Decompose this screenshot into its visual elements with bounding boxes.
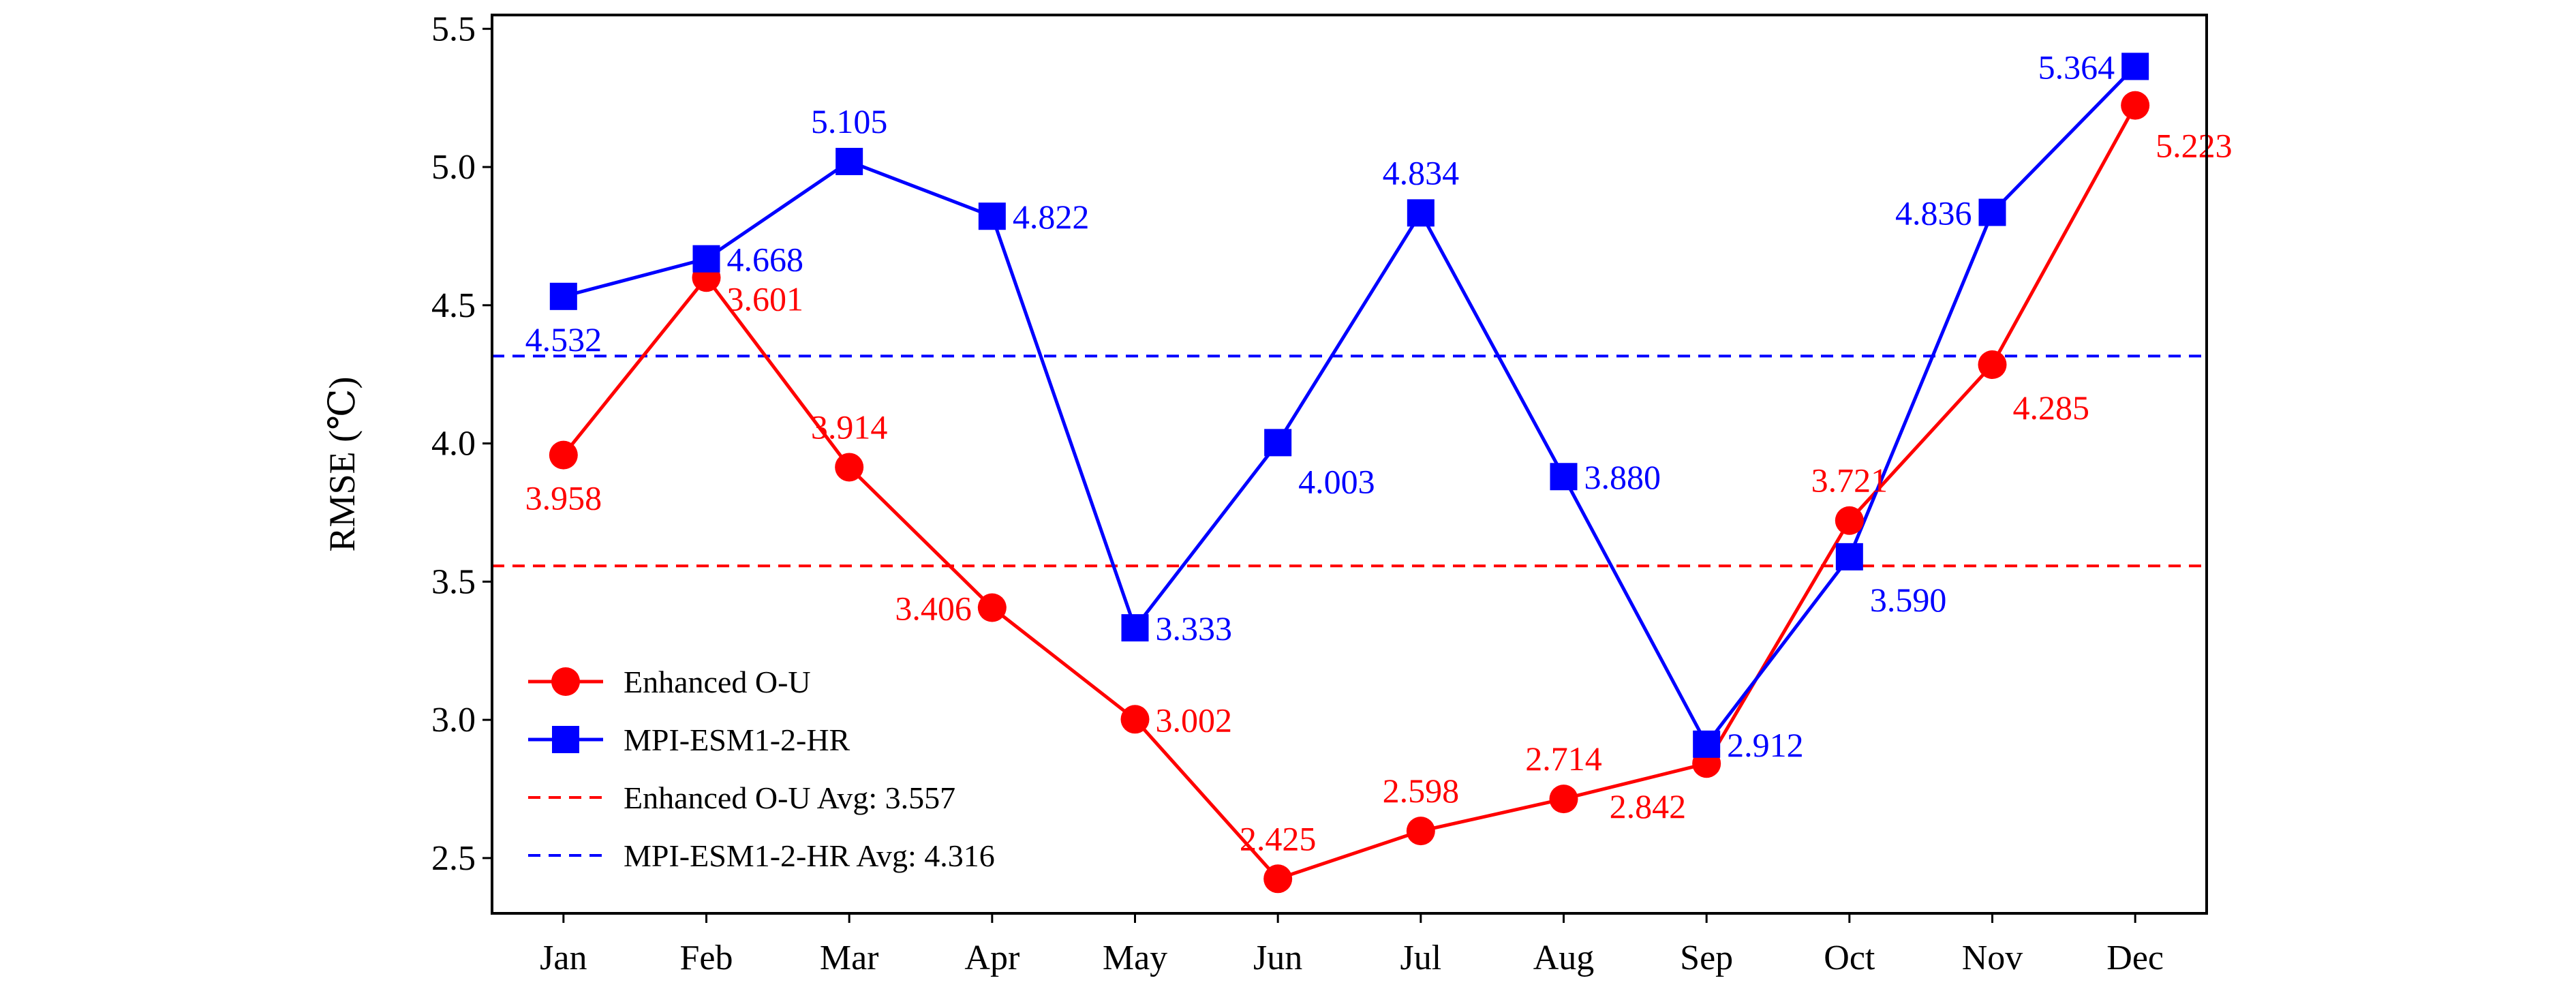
- series-markers: [549, 52, 2150, 894]
- legend-marker-circle: [551, 667, 580, 696]
- data-label-mpi-jan: 4.532: [525, 320, 602, 359]
- data-label-mpi-dec: 5.364: [2038, 48, 2115, 86]
- y-tick-label: 2.5: [431, 839, 476, 878]
- data-label-mpi-may: 3.333: [1156, 609, 1233, 648]
- plot-area-frame: [491, 14, 2208, 915]
- data-label-enhanced-aug: 2.714: [1525, 740, 1602, 778]
- x-tick-label-oct: Oct: [1824, 939, 1875, 977]
- data-label-mpi-nov: 4.836: [1895, 194, 1972, 232]
- marker-square-jun: [1264, 429, 1292, 457]
- marker-circle-may: [1120, 705, 1150, 734]
- x-tick-label-mar: Mar: [820, 939, 879, 977]
- x-tick-label-sep: Sep: [1680, 939, 1733, 977]
- legend: Enhanced O-U MPI-ESM1-2-HR Enhanced O-U Av…: [528, 665, 995, 873]
- data-label-mpi-sep: 2.912: [1727, 726, 1804, 764]
- x-tick-label-may: May: [1103, 939, 1167, 977]
- y-tick-label: 4.0: [431, 425, 476, 463]
- marker-square-jan: [549, 282, 577, 310]
- marker-circle-jul: [1406, 817, 1435, 846]
- y-tick-label: 5.0: [431, 148, 476, 187]
- data-label-mpi-jul: 4.834: [1383, 153, 1460, 192]
- data-label-mpi-aug: 3.880: [1584, 458, 1661, 496]
- data-label-enhanced-jun: 2.425: [1240, 819, 1317, 857]
- data-label-enhanced-mar: 3.914: [811, 408, 888, 446]
- marker-circle-oct: [1835, 506, 1864, 535]
- marker-circle-mar: [835, 453, 864, 482]
- marker-square-nov: [1978, 198, 2006, 226]
- marker-circle-apr: [977, 593, 1007, 622]
- y-axis: 2.5 3.0 3.5 4.0 4.5 5.0 5.5: [431, 10, 492, 878]
- x-tick-label-feb: Feb: [680, 939, 733, 977]
- data-label-enhanced-apr: 3.406: [895, 589, 972, 627]
- series-line-0: [562, 104, 2137, 881]
- marker-circle-jan: [549, 440, 578, 470]
- marker-square-jul: [1407, 199, 1435, 227]
- x-tick-label-aug: Aug: [1533, 939, 1595, 977]
- data-label-enhanced-may: 3.002: [1156, 701, 1233, 739]
- marker-circle-aug: [1549, 785, 1578, 814]
- data-label-mpi-mar: 5.105: [811, 102, 888, 140]
- x-tick-label-nov: Nov: [1962, 939, 2023, 977]
- data-label-mpi-oct: 3.590: [1870, 581, 1947, 619]
- legend-label-3: MPI-ESM1-2-HR Avg: 4.316: [624, 838, 995, 873]
- data-label-enhanced-dec: 5.223: [2156, 127, 2233, 165]
- data-label-enhanced-jul: 2.598: [1383, 772, 1460, 810]
- series-line-1: [563, 65, 2136, 748]
- series-lines: [562, 65, 2137, 881]
- marker-square-aug: [1550, 463, 1578, 491]
- legend-label-2: Enhanced O-U Avg: 3.557: [624, 780, 955, 815]
- data-label-mpi-feb: 4.668: [727, 241, 804, 279]
- x-axis: Jan Feb Mar Apr May Jun Jul Aug Sep Oct Nov Dec: [540, 913, 2164, 977]
- marker-square-may: [1121, 614, 1149, 642]
- data-label-enhanced-feb: 3.601: [727, 279, 804, 318]
- data-label-enhanced-nov: 4.285: [2013, 389, 2090, 427]
- y-tick-label: 3.5: [431, 562, 476, 601]
- x-tick-label-jun: Jun: [1253, 939, 1302, 977]
- legend-marker-square: [552, 726, 579, 753]
- y-tick-label: 3.0: [431, 701, 476, 740]
- marker-circle-dec: [2121, 91, 2150, 120]
- marker-square-mar: [835, 147, 863, 175]
- marker-square-oct: [1835, 543, 1863, 570]
- x-tick-label-dec: Dec: [2106, 939, 2164, 977]
- legend-label-0: Enhanced O-U: [624, 665, 811, 699]
- marker-circle-jun: [1263, 864, 1293, 894]
- data-label-mpi-jun: 4.003: [1298, 462, 1375, 500]
- data-label-enhanced-jan: 3.958: [525, 479, 602, 517]
- marker-square-sep: [1693, 730, 1721, 758]
- marker-square-dec: [2121, 52, 2149, 80]
- data-label-enhanced-sep: 2.842: [1610, 787, 1687, 825]
- marker-square-feb: [692, 245, 720, 273]
- average-reference-lines: [492, 354, 2207, 568]
- y-tick-label: 4.5: [431, 286, 476, 325]
- y-axis-title: RMSE (℃): [322, 377, 363, 552]
- x-tick-label-jan: Jan: [540, 939, 587, 977]
- data-label-enhanced-oct: 3.721: [1811, 461, 1888, 500]
- data-label-mpi-apr: 4.822: [1013, 198, 1090, 236]
- marker-square-apr: [978, 202, 1006, 230]
- data-labels: 3.958 3.601 3.914 3.406 3.002 2.425 2.598 2.714…: [525, 48, 2233, 857]
- marker-circle-nov: [1978, 350, 2007, 380]
- y-tick-label: 5.5: [431, 10, 476, 48]
- legend-label-1: MPI-ESM1-2-HR: [624, 722, 850, 757]
- x-tick-label-jul: Jul: [1400, 939, 1441, 977]
- x-tick-label-apr: Apr: [964, 939, 1019, 977]
